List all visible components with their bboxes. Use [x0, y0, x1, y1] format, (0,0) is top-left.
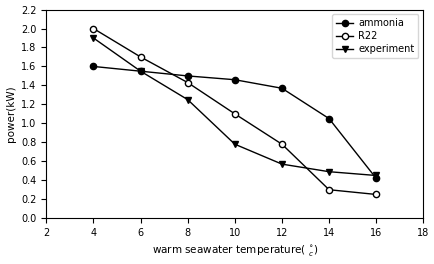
R22	[185, 81, 190, 84]
R22	[326, 188, 331, 191]
ammonia	[91, 65, 96, 68]
experiment	[279, 163, 284, 166]
Legend: ammonia, R22, experiment: ammonia, R22, experiment	[331, 15, 418, 58]
ammonia	[232, 78, 237, 81]
X-axis label: warm seawater temperature( $_{c}^{\circ}$): warm seawater temperature( $_{c}^{\circ}…	[151, 243, 317, 258]
ammonia	[326, 117, 331, 120]
Line: ammonia: ammonia	[90, 63, 378, 181]
experiment	[185, 98, 190, 101]
ammonia	[373, 177, 378, 180]
ammonia	[279, 87, 284, 90]
experiment	[138, 70, 143, 73]
Line: R22: R22	[90, 25, 378, 197]
ammonia	[185, 74, 190, 78]
R22	[373, 193, 378, 196]
Line: experiment: experiment	[90, 35, 379, 179]
R22	[279, 143, 284, 146]
R22	[232, 112, 237, 115]
experiment	[232, 143, 237, 146]
experiment	[326, 170, 331, 173]
R22	[138, 55, 143, 59]
experiment	[373, 174, 378, 177]
experiment	[91, 36, 96, 40]
Y-axis label: power(kW): power(kW)	[6, 86, 16, 142]
R22	[91, 27, 96, 30]
ammonia	[138, 70, 143, 73]
